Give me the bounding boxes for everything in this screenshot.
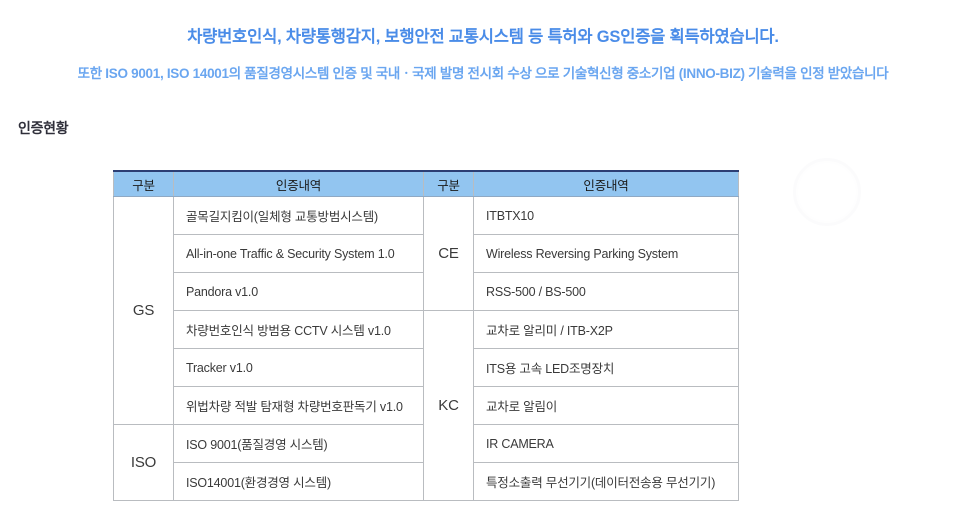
- cell-category-left: ISO: [113, 424, 174, 501]
- cell-category-right: CE: [423, 196, 474, 311]
- cell-detail-right: IR CAMERA: [473, 424, 739, 463]
- cell-detail-left: 위법차량 적발 탐재형 차량번호판독기 v1.0: [173, 386, 424, 425]
- cell-detail-right: ITBTX10: [473, 196, 739, 235]
- table-row: 위법차량 적발 탐재형 차량번호판독기 v1.0 교차로 알림이: [114, 386, 739, 425]
- table-header: 구분 인증내역 구분 인증내역: [113, 170, 739, 197]
- table-body: GS 골목길지킴이(일체형 교통방범시스템) CE ITBTX10 All-in-one…: [113, 196, 739, 501]
- cell-detail-right: 교차로 알리미 / ITB-X2P: [473, 310, 739, 349]
- cell-detail-right: ITS용 고속 LED조명장치: [473, 348, 739, 387]
- cell-detail-left: Pandora v1.0: [173, 272, 424, 311]
- column-header-details-left: 인증내역: [173, 170, 424, 197]
- headline-sub: 또한 ISO 9001, ISO 14001의 품질경영시스템 인증 및 국내ㆍ…: [77, 65, 889, 81]
- cell-detail-left: 차량번호인식 방범용 CCTV 시스템 v1.0: [173, 310, 424, 349]
- headline-block: 차량번호인식, 차량통행감지, 보행안전 교통시스템 등 특허와 GS인증을 획…: [0, 0, 966, 82]
- table-row: 차량번호인식 방범용 CCTV 시스템 v1.0 KC 교차로 알리미 / ITB-…: [114, 310, 739, 501]
- cell-detail-left: All-in-one Traffic & Security System 1.0: [173, 234, 424, 273]
- column-header-category-right: 구분: [423, 170, 474, 197]
- cell-category-right: KC: [423, 310, 474, 501]
- table-row: ISO14001(환경경영 시스템) 특정소출력 무선기기(데이터전송용 무선기기…: [114, 462, 739, 501]
- headline-main: 차량번호인식, 차량통행감지, 보행안전 교통시스템 등 특허와 GS인증을 획…: [187, 28, 779, 46]
- table-row: All-in-one Traffic & Security System 1.0…: [114, 234, 739, 273]
- section-label-certification-status: 인증현황: [18, 120, 69, 136]
- cell-detail-right: RSS-500 / BS-500: [473, 272, 739, 311]
- cell-detail-left: Tracker v1.0: [173, 348, 424, 387]
- table-row: GS 골목길지킴이(일체형 교통방범시스템) CE ITBTX10: [113, 196, 739, 425]
- watermark-circle-icon: [793, 158, 861, 226]
- cell-category-left: GS: [113, 196, 174, 425]
- table-row: Tracker v1.0 ITS용 고속 LED조명장치: [114, 348, 739, 387]
- cell-detail-left: 골목길지킴이(일체형 교통방범시스템): [173, 196, 424, 235]
- cell-detail-left: ISO14001(환경경영 시스템): [173, 462, 424, 501]
- table-header-row: 구분 인증내역 구분 인증내역: [113, 170, 739, 197]
- cell-detail-right: Wireless Reversing Parking System: [473, 234, 739, 273]
- column-header-details-right: 인증내역: [473, 170, 739, 197]
- table-row: ISO ISO 9001(품질경영 시스템) IR CAMERA: [113, 424, 739, 501]
- cell-detail-right: 교차로 알림이: [473, 386, 739, 425]
- certification-table: 구분 인증내역 구분 인증내역 GS 골목길지킴이(일체형 교통방범시스템) CE I…: [113, 170, 739, 501]
- certification-table-container: 구분 인증내역 구분 인증내역 GS 골목길지킴이(일체형 교통방범시스템) CE I…: [113, 170, 739, 501]
- table-row: Pandora v1.0 RSS-500 / BS-500: [114, 272, 739, 311]
- cell-detail-left: ISO 9001(품질경영 시스템): [173, 424, 424, 463]
- cell-detail-right: 특정소출력 무선기기(데이터전송용 무선기기): [473, 462, 739, 501]
- column-header-category-left: 구분: [113, 170, 174, 197]
